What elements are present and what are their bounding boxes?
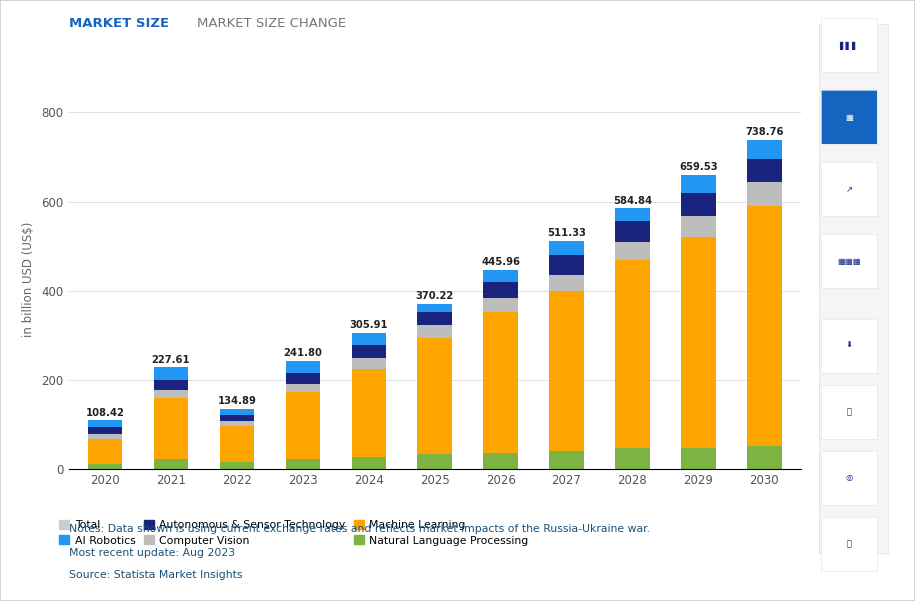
Bar (220, 462, 254, 469)
Bar (615, 221, 650, 242)
Text: ⤢: ⤢ (846, 407, 852, 416)
Bar (748, 159, 781, 183)
Legend: Total, AI Robotics, Autonomous & Sensor Technology, Computer Vision, Machine Lea: Total, AI Robotics, Autonomous & Sensor … (59, 520, 529, 546)
Bar (285, 459, 320, 469)
Bar (748, 139, 781, 159)
Bar (748, 446, 781, 469)
Text: 738.76: 738.76 (745, 127, 783, 137)
Bar (351, 369, 386, 457)
Bar (682, 237, 716, 448)
Text: ⬇: ⬇ (845, 341, 853, 350)
Bar (88, 439, 122, 464)
Bar (682, 175, 716, 193)
Text: 241.80: 241.80 (284, 349, 322, 358)
Bar (417, 325, 452, 338)
Bar (285, 383, 320, 392)
Bar (220, 426, 254, 462)
Text: Most recent update: Aug 2023: Most recent update: Aug 2023 (69, 548, 235, 558)
Bar (417, 338, 452, 454)
Bar (483, 298, 518, 312)
Text: 584.84: 584.84 (613, 195, 652, 206)
Bar (417, 312, 452, 325)
Bar (615, 448, 650, 469)
Bar (483, 270, 518, 282)
Bar (154, 398, 188, 459)
Text: ▌▌▌: ▌▌▌ (839, 41, 859, 49)
Text: Notes: Data shown is using current exchange rates and reflects market impacts of: Notes: Data shown is using current excha… (69, 524, 650, 534)
Bar (549, 241, 584, 255)
Bar (417, 454, 452, 469)
Bar (615, 209, 650, 221)
Bar (748, 183, 781, 206)
Bar (351, 358, 386, 369)
Bar (88, 464, 122, 469)
Bar (351, 332, 386, 345)
Bar (154, 389, 188, 398)
Bar (549, 255, 584, 275)
Text: ↗: ↗ (845, 185, 853, 194)
Bar (483, 453, 518, 469)
Bar (88, 421, 122, 427)
Bar (351, 345, 386, 358)
Text: ⓘ: ⓘ (846, 540, 852, 548)
Text: 370.22: 370.22 (415, 291, 454, 301)
Text: 134.89: 134.89 (218, 396, 256, 406)
Bar (483, 312, 518, 453)
Bar (615, 242, 650, 260)
Text: 108.42: 108.42 (85, 408, 124, 418)
Text: 227.61: 227.61 (152, 355, 190, 365)
Bar (682, 193, 716, 216)
Bar (220, 415, 254, 421)
Bar (682, 216, 716, 237)
Bar (285, 373, 320, 383)
Bar (748, 206, 781, 446)
Text: ◎: ◎ (845, 474, 853, 482)
Bar (417, 304, 452, 312)
Text: MARKET SIZE CHANGE: MARKET SIZE CHANGE (197, 17, 346, 30)
Bar (549, 451, 584, 469)
Y-axis label: in billion USD (US$): in billion USD (US$) (22, 222, 35, 337)
Text: ▦▦▦: ▦▦▦ (837, 257, 861, 266)
Bar (549, 275, 584, 291)
Text: Source: Statista Market Insights: Source: Statista Market Insights (69, 570, 242, 580)
Bar (154, 380, 188, 389)
Text: 659.53: 659.53 (679, 162, 717, 172)
Bar (549, 291, 584, 451)
Bar (483, 282, 518, 298)
Bar (220, 421, 254, 426)
Bar (285, 361, 320, 373)
Text: 445.96: 445.96 (481, 257, 520, 267)
Bar (220, 409, 254, 415)
Bar (285, 392, 320, 459)
Text: 511.33: 511.33 (547, 228, 586, 239)
Text: MARKET SIZE: MARKET SIZE (69, 17, 168, 30)
Bar (88, 427, 122, 435)
Bar (154, 367, 188, 380)
Bar (351, 457, 386, 469)
Bar (615, 260, 650, 448)
Text: 305.91: 305.91 (350, 320, 388, 330)
Bar (682, 448, 716, 469)
Text: ▦: ▦ (845, 113, 853, 121)
Bar (88, 435, 122, 439)
Bar (154, 459, 188, 469)
